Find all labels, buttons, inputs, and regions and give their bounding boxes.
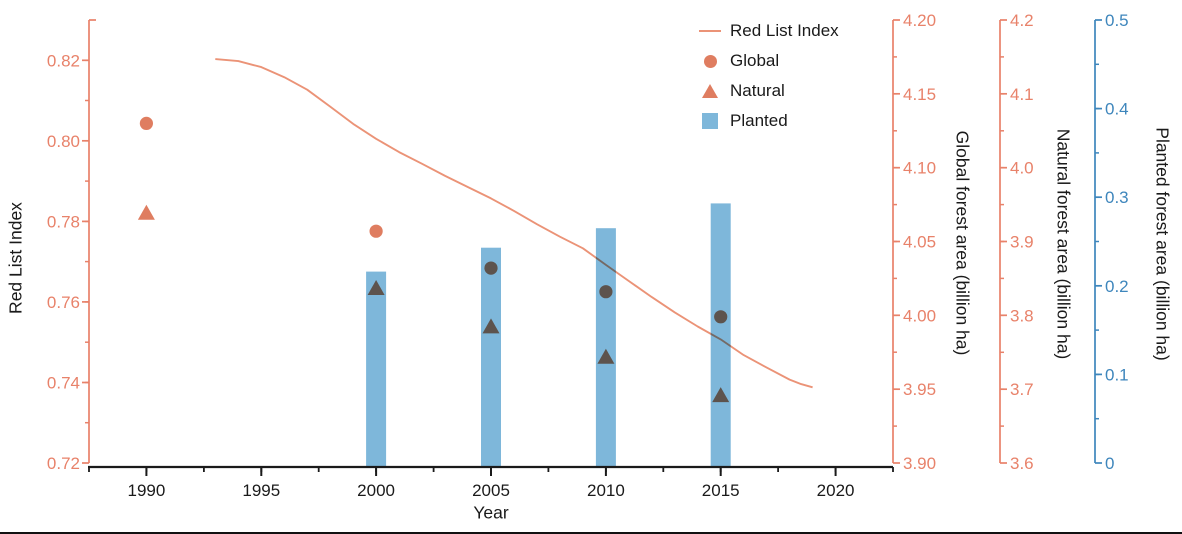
x-tick-label: 1990 [127,481,165,500]
global-tick-label: 4.15 [903,85,936,104]
y-axis-title-global-forest-area: Global forest area (billion ha) [952,130,973,356]
bar-2000 [366,271,387,466]
natural-point-2015 [712,387,730,403]
legend-label: Planted [730,111,788,130]
x-tick-label: 1995 [242,481,280,500]
natural-point-2005 [482,318,500,334]
global-point-2010 [599,285,613,299]
x-tick-label: 2020 [817,481,855,500]
global-tick-label: 3.95 [903,380,936,399]
global-tick-label: 4.00 [903,306,936,325]
rli-tick-label: 0.80 [47,132,80,151]
circle-symbol-icon [703,54,717,68]
y-axis-title-red-list-index: Red List Index [5,202,26,314]
x-tick-label: 2000 [357,481,395,500]
bar-2005 [481,247,501,466]
planted-tick-label: 0.2 [1105,277,1129,296]
natural-tick-label: 3.8 [1010,306,1034,325]
natural-tick-label: 4.0 [1010,159,1034,178]
red-list-index-line [215,58,813,389]
legend-item-global: Global [696,50,839,72]
natural-point-2010 [597,348,615,364]
x-tick-label: 2005 [472,481,510,500]
legend-label: Red List Index [730,21,839,40]
natural-tick-label: 3.7 [1010,380,1034,399]
natural-tick-label: 4.1 [1010,85,1034,104]
square-symbol-icon [702,113,718,129]
rli-tick-label: 0.76 [47,293,80,312]
global-point-2015 [714,310,728,324]
natural-tick-label: 4.2 [1010,11,1034,30]
global-tick-label: 4.05 [903,233,936,252]
triangle-symbol-icon [702,84,718,98]
planted-tick-label: 0 [1105,454,1114,473]
rli-tick-label: 0.78 [47,212,80,231]
legend-item-planted: Planted [696,110,839,132]
x-axis-title-year: Year [473,502,509,523]
legend-label: Global [730,51,780,70]
rli-tick-label: 0.74 [47,374,80,393]
x-tick-label: 2015 [702,481,740,500]
legend-symbol-box [696,54,724,68]
y-axis-title-natural-forest-area: Natural forest area (billion ha) [1053,128,1074,360]
planted-tick-label: 0.3 [1105,188,1129,207]
natural-point-2000 [367,280,385,295]
legend-symbol-box [696,84,724,98]
planted-tick-label: 0.4 [1105,100,1129,119]
global-point-1990 [139,116,153,130]
legend-symbol-box [696,113,724,129]
global-tick-label: 4.10 [903,159,936,178]
global-point-2000 [369,224,383,238]
global-point-2005 [484,261,498,275]
legend-label: Natural [730,81,785,100]
planted-tick-label: 0.1 [1105,365,1129,384]
rli-tick-label: 0.82 [47,51,80,70]
natural-point-1990 [137,204,155,220]
global-tick-label: 3.90 [903,454,936,473]
legend-item-natural: Natural [696,80,839,102]
natural-tick-label: 3.9 [1010,233,1034,252]
legend: Red List Index Global Natural Planted [696,20,839,132]
planted-tick-label: 0.5 [1105,11,1129,30]
natural-tick-label: 3.6 [1010,454,1034,473]
y-axis-title-planted-forest-area: Planted forest area (billion ha) [1152,127,1173,361]
legend-symbol-box [696,29,724,33]
legend-item-red-list-index: Red List Index [696,20,839,42]
global-tick-label: 4.20 [903,11,936,30]
x-tick-label: 2010 [587,481,625,500]
rli-tick-label: 0.72 [47,454,80,473]
line-symbol-icon [699,29,721,33]
